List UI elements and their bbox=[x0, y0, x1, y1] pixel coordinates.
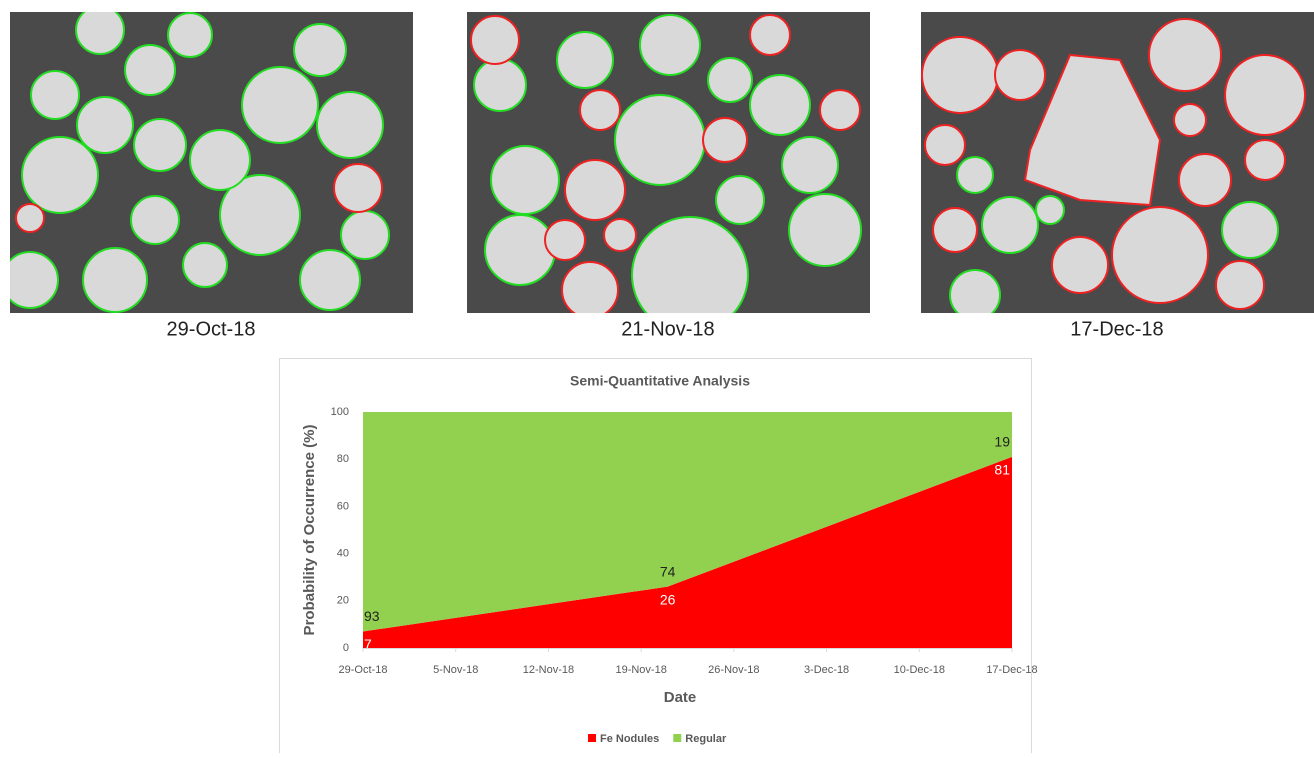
figure: 29-Oct-18 21-Nov-18 17-Dec-18 Semi-Quant… bbox=[0, 0, 1314, 753]
x-tick-label: 19-Nov-18 bbox=[615, 664, 666, 676]
micrograph bbox=[467, 12, 870, 333]
legend-label: Fe Nodules bbox=[600, 733, 659, 745]
image-caption: 21-Nov-18 bbox=[621, 318, 714, 340]
y-tick-label: 60 bbox=[337, 500, 349, 512]
y-tick-label: 100 bbox=[331, 406, 349, 418]
chart-title: Semi-Quantitative Analysis bbox=[570, 373, 750, 389]
y-tick-label: 80 bbox=[337, 453, 349, 465]
page: 29-Oct-18 21-Nov-18 17-Dec-18 Semi-Quant… bbox=[0, 0, 1314, 753]
image-caption: 17-Dec-18 bbox=[1070, 318, 1163, 340]
x-axis-title: Date bbox=[664, 689, 697, 706]
micrograph bbox=[2, 6, 413, 313]
micrograph bbox=[921, 12, 1314, 320]
data-label: 93 bbox=[364, 608, 380, 624]
data-label: 26 bbox=[660, 591, 676, 607]
data-label: 7 bbox=[364, 636, 372, 652]
legend-swatch bbox=[673, 734, 681, 742]
x-tick-label: 29-Oct-18 bbox=[339, 664, 388, 676]
data-label: 81 bbox=[994, 462, 1010, 478]
y-tick-label: 40 bbox=[337, 548, 349, 560]
image-caption: 29-Oct-18 bbox=[167, 318, 256, 340]
x-tick-label: 12-Nov-18 bbox=[523, 664, 574, 676]
data-label: 19 bbox=[994, 434, 1010, 450]
legend-swatch bbox=[588, 734, 596, 742]
y-tick-label: 0 bbox=[343, 642, 349, 654]
data-label: 74 bbox=[660, 563, 676, 579]
y-tick-label: 20 bbox=[337, 595, 349, 607]
x-tick-label: 26-Nov-18 bbox=[708, 664, 759, 676]
x-tick-label: 5-Nov-18 bbox=[433, 664, 478, 676]
x-tick-label: 17-Dec-18 bbox=[986, 664, 1037, 676]
legend-label: Regular bbox=[685, 733, 727, 745]
y-axis-title: Probability of Occurrence (%) bbox=[301, 425, 318, 636]
x-tick-label: 10-Dec-18 bbox=[894, 664, 945, 676]
x-tick-label: 3-Dec-18 bbox=[804, 664, 849, 676]
